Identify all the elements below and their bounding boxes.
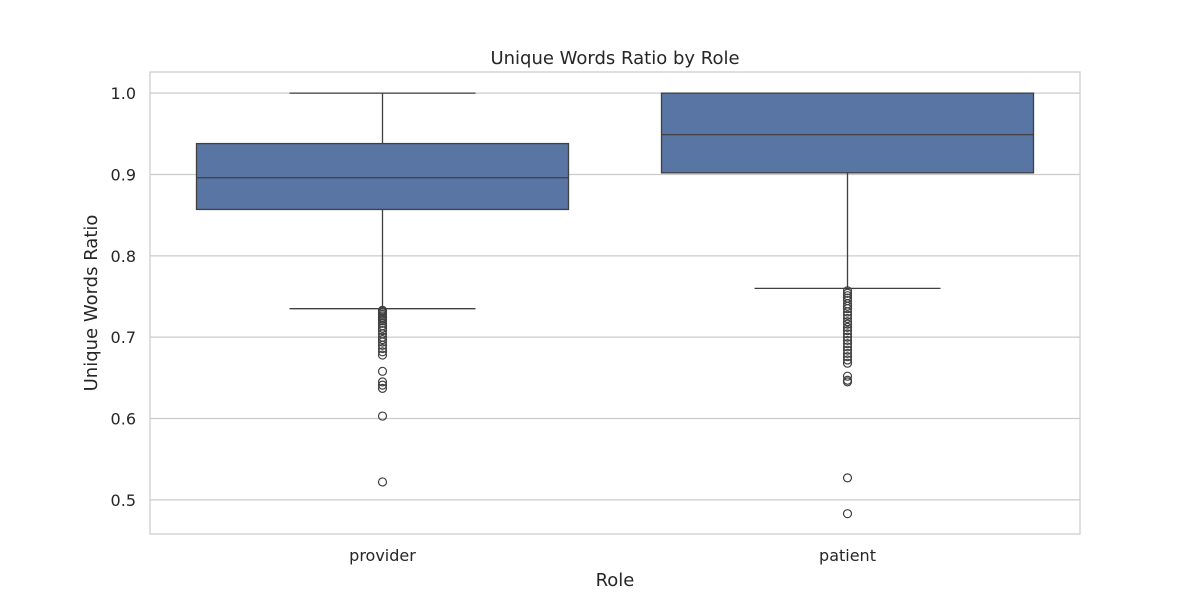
outlier-point xyxy=(377,380,388,390)
outlier-point xyxy=(377,477,388,487)
outlier-point xyxy=(842,310,853,320)
outlier-point xyxy=(842,301,853,311)
y-axis-label: Unique Words Ratio xyxy=(81,215,102,392)
outlier-point xyxy=(842,339,853,349)
outlier-point xyxy=(842,288,853,298)
outlier-point xyxy=(377,340,388,350)
outlier-point xyxy=(377,366,388,376)
y-tick-label: 0.8 xyxy=(111,247,136,266)
outlier-point xyxy=(842,317,853,327)
outlier-point xyxy=(377,383,388,394)
outlier-point xyxy=(842,307,853,317)
outlier-point xyxy=(842,345,853,355)
iqr-box xyxy=(195,142,570,211)
outlier-point xyxy=(842,342,853,352)
y-tick-label: 0.6 xyxy=(111,410,136,429)
iqr-box xyxy=(660,92,1035,174)
outlier-point xyxy=(377,335,388,345)
y-tick-label: 0.9 xyxy=(111,165,136,184)
y-tick-label: 0.5 xyxy=(111,491,136,510)
plot-frame xyxy=(149,71,1081,535)
outlier-point xyxy=(842,352,853,362)
outlier-point xyxy=(842,329,853,339)
outlier-point xyxy=(377,337,388,347)
outlier-point xyxy=(377,316,388,326)
outlier-point xyxy=(842,326,853,336)
outlier-point xyxy=(377,326,388,336)
outlier-point xyxy=(377,411,388,421)
outlier-point xyxy=(377,347,388,357)
outlier-point xyxy=(842,286,853,296)
outlier-point xyxy=(377,323,388,333)
x-axis-ticks: provider patient xyxy=(349,546,876,565)
outlier-point xyxy=(842,355,853,365)
outlier-point xyxy=(842,509,853,519)
box-group-provider xyxy=(195,92,570,487)
box-series xyxy=(195,92,1035,519)
outlier-point xyxy=(842,371,853,381)
outlier-point xyxy=(842,377,853,387)
outlier-point xyxy=(377,350,388,360)
outlier-point xyxy=(842,335,853,346)
y-axis-ticks: 0.5 0.6 0.7 0.8 0.9 1.0 xyxy=(111,84,136,510)
outlier-point xyxy=(842,304,853,314)
outlier-point xyxy=(842,319,853,329)
outlier-point xyxy=(842,332,853,342)
outlier-point xyxy=(842,322,853,333)
x-tick-label: provider xyxy=(349,546,416,565)
outlier-point xyxy=(377,343,388,354)
outlier-point xyxy=(842,313,853,324)
outlier-point xyxy=(377,318,388,328)
outlier-point xyxy=(842,473,853,483)
outlier-point xyxy=(842,358,853,368)
chart-title: Unique Words Ratio by Role xyxy=(490,48,739,69)
outlier-point xyxy=(377,377,388,387)
y-tick-label: 1.0 xyxy=(111,84,136,103)
outlier-point xyxy=(842,348,853,359)
x-axis-label: Role xyxy=(596,570,635,591)
x-tick-label: patient xyxy=(819,546,876,565)
box-group-patient xyxy=(660,92,1035,519)
y-tick-label: 0.7 xyxy=(111,328,136,347)
